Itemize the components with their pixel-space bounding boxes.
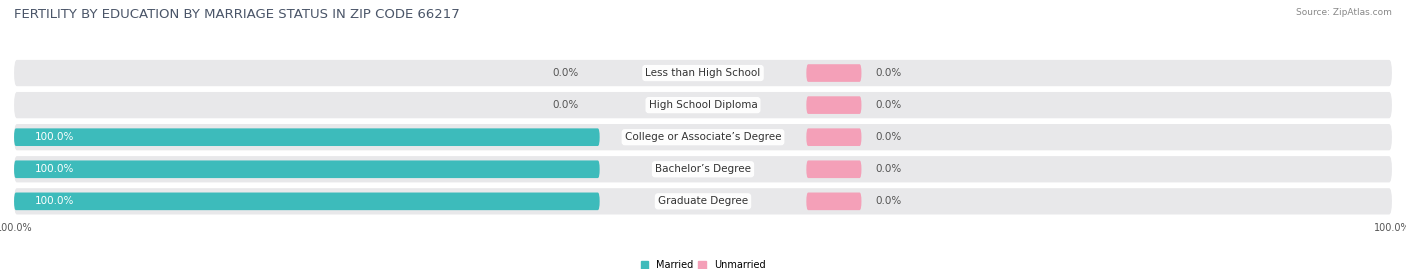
FancyBboxPatch shape: [14, 128, 599, 146]
Text: 100.0%: 100.0%: [35, 196, 75, 206]
FancyBboxPatch shape: [14, 188, 1392, 214]
FancyBboxPatch shape: [807, 193, 862, 210]
FancyBboxPatch shape: [14, 156, 1392, 182]
FancyBboxPatch shape: [14, 193, 599, 210]
Text: 100.0%: 100.0%: [35, 164, 75, 174]
Text: FERTILITY BY EDUCATION BY MARRIAGE STATUS IN ZIP CODE 66217: FERTILITY BY EDUCATION BY MARRIAGE STATU…: [14, 8, 460, 21]
FancyBboxPatch shape: [807, 64, 862, 82]
Text: 0.0%: 0.0%: [553, 68, 579, 78]
Text: Graduate Degree: Graduate Degree: [658, 196, 748, 206]
Text: Source: ZipAtlas.com: Source: ZipAtlas.com: [1296, 8, 1392, 17]
FancyBboxPatch shape: [14, 92, 1392, 118]
Text: College or Associate’s Degree: College or Associate’s Degree: [624, 132, 782, 142]
Text: 0.0%: 0.0%: [875, 100, 901, 110]
FancyBboxPatch shape: [807, 160, 862, 178]
FancyBboxPatch shape: [807, 128, 862, 146]
Legend: Married, Unmarried: Married, Unmarried: [637, 256, 769, 269]
FancyBboxPatch shape: [14, 160, 599, 178]
Text: High School Diploma: High School Diploma: [648, 100, 758, 110]
Text: Bachelor’s Degree: Bachelor’s Degree: [655, 164, 751, 174]
FancyBboxPatch shape: [807, 96, 862, 114]
FancyBboxPatch shape: [14, 124, 1392, 150]
Text: 0.0%: 0.0%: [553, 100, 579, 110]
FancyBboxPatch shape: [14, 60, 1392, 86]
Text: 0.0%: 0.0%: [875, 196, 901, 206]
Text: 0.0%: 0.0%: [875, 132, 901, 142]
Text: 100.0%: 100.0%: [35, 132, 75, 142]
Text: 0.0%: 0.0%: [875, 68, 901, 78]
Text: 0.0%: 0.0%: [875, 164, 901, 174]
Text: Less than High School: Less than High School: [645, 68, 761, 78]
